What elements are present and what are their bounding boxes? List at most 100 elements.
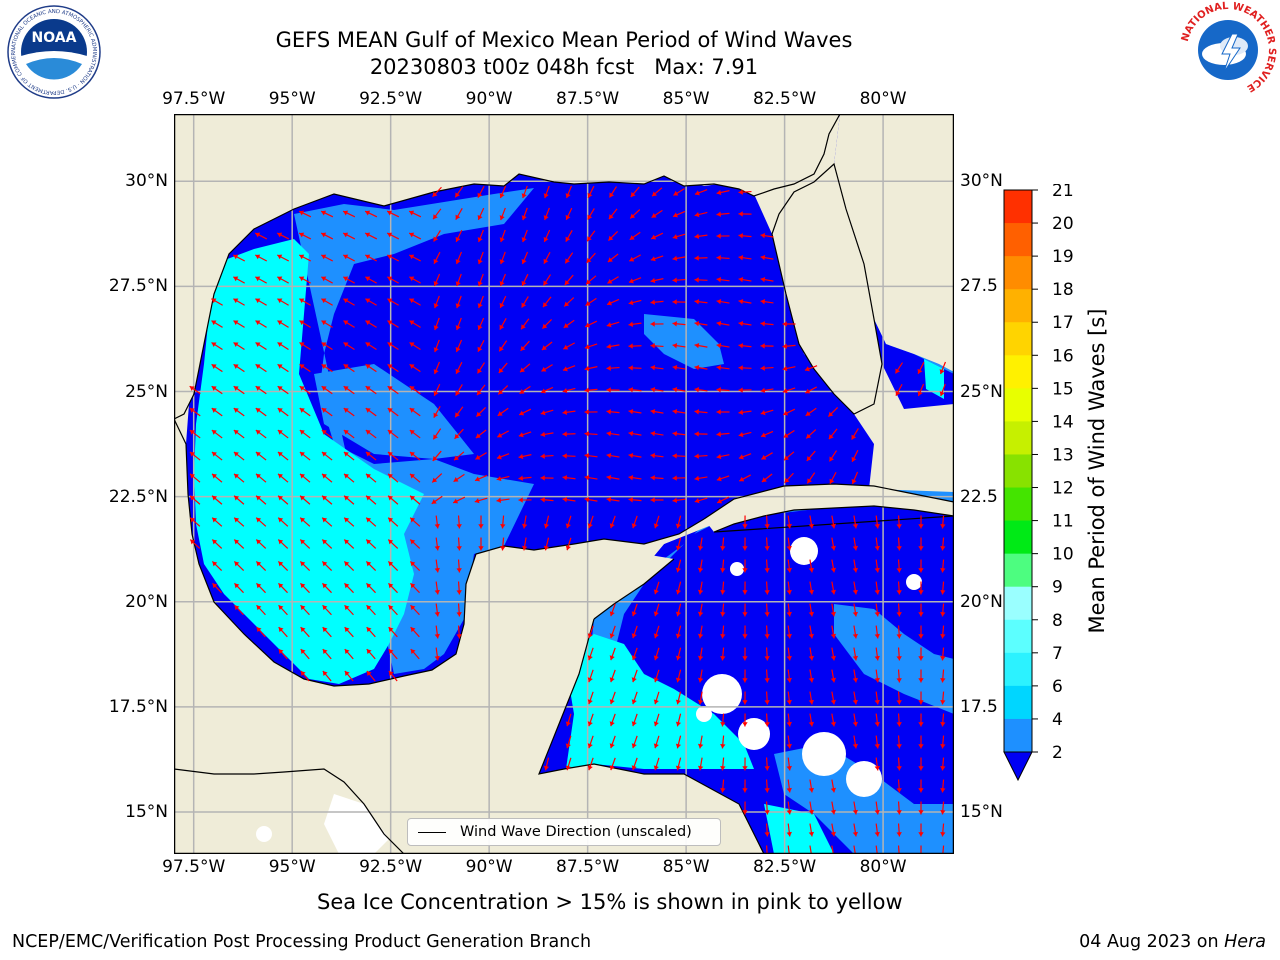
direction-arrow bbox=[742, 801, 748, 815]
direction-arrow bbox=[254, 232, 268, 240]
direction-arrow bbox=[675, 515, 682, 529]
direction-arrow bbox=[918, 713, 924, 727]
direction-arrow bbox=[631, 713, 638, 727]
direction-arrow bbox=[433, 273, 441, 287]
direction-arrow bbox=[786, 823, 792, 837]
direction-arrow bbox=[629, 209, 641, 219]
direction-arrow bbox=[255, 407, 267, 417]
gulf-of-mexico-map bbox=[174, 114, 954, 854]
direction-arrow bbox=[386, 210, 400, 218]
direction-arrow bbox=[344, 626, 354, 638]
direction-arrow bbox=[565, 713, 572, 727]
direction-arrow bbox=[786, 779, 792, 793]
direction-arrow bbox=[433, 230, 441, 242]
direction-arrow bbox=[409, 539, 421, 549]
direction-arrow bbox=[918, 823, 924, 837]
direction-arrow bbox=[433, 251, 441, 265]
direction-arrow bbox=[694, 211, 708, 218]
direction-arrow bbox=[716, 342, 730, 349]
direction-arrow bbox=[234, 604, 244, 616]
direction-arrow bbox=[455, 384, 463, 396]
direction-arrow bbox=[653, 735, 660, 749]
direction-arrow bbox=[409, 429, 421, 439]
direction-arrow bbox=[321, 517, 333, 527]
direction-arrow bbox=[918, 801, 924, 815]
tick-label: 82.5°W bbox=[753, 857, 817, 877]
direction-arrow bbox=[542, 296, 552, 308]
direction-arrow bbox=[673, 188, 685, 196]
direction-arrow bbox=[940, 713, 946, 727]
direction-arrow bbox=[764, 669, 770, 683]
direction-arrow bbox=[277, 407, 289, 417]
direction-arrow bbox=[586, 230, 596, 242]
direction-arrow bbox=[918, 647, 924, 661]
direction-arrow bbox=[650, 408, 664, 415]
tick-label: 97.5°W bbox=[162, 857, 226, 877]
direction-arrow bbox=[387, 320, 399, 328]
direction-arrow bbox=[212, 582, 222, 594]
colorbar-segment bbox=[1004, 388, 1032, 422]
direction-arrow bbox=[499, 185, 507, 199]
direction-arrow bbox=[299, 298, 311, 306]
colorbar-extend-triangle bbox=[1003, 751, 1033, 782]
direction-arrow bbox=[277, 320, 289, 328]
colorbar-segment bbox=[1004, 520, 1032, 555]
direction-arrow bbox=[738, 255, 752, 261]
direction-arrow bbox=[434, 647, 440, 661]
direction-arrow bbox=[896, 559, 902, 573]
direction-arrow bbox=[830, 691, 837, 705]
direction-arrow bbox=[716, 475, 730, 482]
direction-arrow bbox=[629, 231, 641, 241]
direction-arrow bbox=[609, 669, 616, 683]
direction-arrow bbox=[563, 297, 575, 307]
direction-arrow bbox=[322, 670, 332, 682]
direction-arrow bbox=[764, 757, 770, 771]
direction-arrow bbox=[760, 387, 774, 394]
direction-arrow bbox=[606, 321, 620, 328]
direction-arrow bbox=[896, 757, 902, 771]
direction-arrow bbox=[496, 453, 510, 460]
svg-text:NOAA: NOAA bbox=[32, 30, 77, 46]
direction-arrow bbox=[808, 691, 815, 705]
direction-arrow bbox=[233, 407, 245, 417]
direction-arrow bbox=[940, 823, 946, 837]
direction-arrow bbox=[387, 363, 399, 373]
colorbar-segment bbox=[1004, 190, 1032, 224]
direction-arrow bbox=[233, 539, 245, 549]
direction-arrow bbox=[344, 670, 354, 682]
direction-arrow bbox=[365, 320, 377, 328]
direction-arrow bbox=[366, 604, 376, 616]
direction-arrow bbox=[365, 276, 377, 284]
direction-arrow bbox=[895, 383, 903, 397]
direction-arrow bbox=[234, 582, 244, 594]
direction-arrow bbox=[808, 669, 815, 683]
direction-arrow bbox=[764, 647, 770, 661]
direction-arrow bbox=[896, 713, 902, 727]
direction-arrow bbox=[764, 559, 770, 573]
direction-arrow bbox=[562, 453, 576, 459]
direction-arrow bbox=[804, 386, 818, 394]
direction-arrow bbox=[409, 407, 421, 417]
direction-arrow bbox=[343, 473, 355, 483]
land-florida bbox=[772, 164, 882, 414]
direction-arrow bbox=[211, 561, 223, 571]
direction-arrow bbox=[697, 735, 704, 749]
direction-arrow bbox=[496, 430, 510, 438]
colorbar-tick-label: 16 bbox=[1052, 346, 1074, 366]
direction-arrow bbox=[742, 713, 748, 727]
direction-arrow bbox=[587, 757, 594, 771]
direction-arrow bbox=[918, 779, 924, 793]
direction-arrow bbox=[521, 229, 528, 243]
direction-arrow bbox=[521, 537, 528, 551]
direction-arrow bbox=[784, 472, 794, 484]
direction-arrow bbox=[742, 625, 748, 639]
direction-arrow bbox=[672, 277, 686, 283]
direction-arrow bbox=[852, 823, 859, 837]
direction-arrow bbox=[584, 320, 598, 328]
tick-label: 22.5°N bbox=[108, 486, 168, 507]
direction-arrow bbox=[298, 210, 312, 218]
direction-arrow bbox=[365, 363, 377, 373]
direction-arrow bbox=[720, 581, 726, 595]
direction-arrow bbox=[409, 451, 421, 461]
colorbar-segment bbox=[1004, 256, 1032, 290]
